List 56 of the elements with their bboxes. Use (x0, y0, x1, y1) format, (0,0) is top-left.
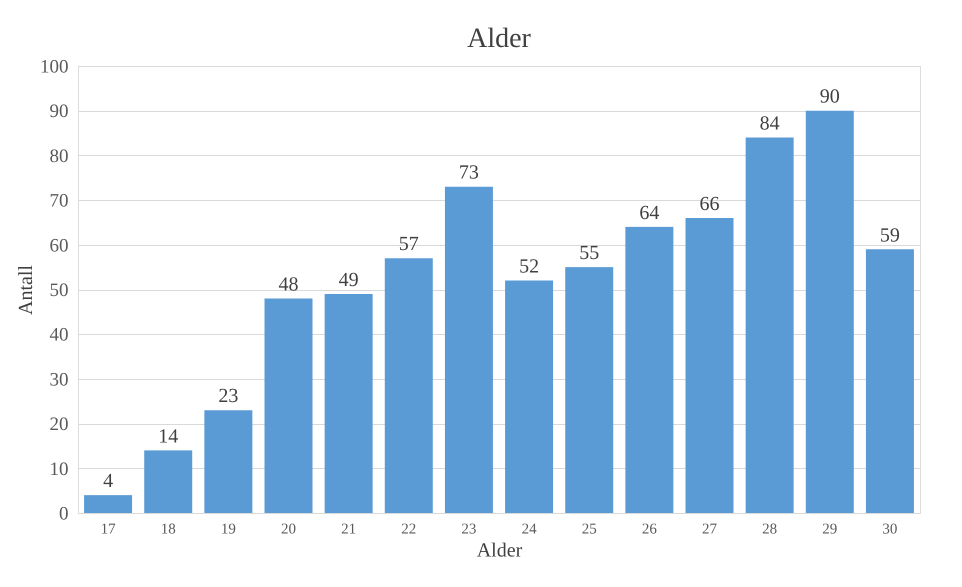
y-tick-label: 60 (50, 235, 68, 256)
x-tick-label: 27 (702, 522, 718, 538)
bar (444, 186, 493, 513)
y-tick-label: 20 (50, 414, 68, 436)
data-label: 73 (458, 162, 479, 184)
x-tick-label: 25 (582, 522, 597, 538)
x-tick-label: 22 (401, 522, 416, 538)
data-label: 48 (278, 273, 298, 296)
data-label: 55 (579, 242, 600, 264)
data-label: 64 (639, 202, 660, 224)
bar (505, 280, 554, 513)
bar (806, 110, 854, 513)
bar (686, 218, 734, 513)
y-tick-label: 0 (59, 504, 68, 524)
y-tick-label: 100 (40, 56, 68, 78)
data-label: 14 (158, 425, 178, 448)
y-tick-label: 10 (50, 458, 68, 480)
y-tick-label: 50 (50, 280, 68, 301)
data-label: 59 (880, 224, 900, 246)
data-label: 23 (218, 385, 238, 408)
bar (866, 249, 914, 513)
data-label: 57 (398, 233, 419, 256)
x-tick-label: 24 (522, 522, 538, 538)
data-label: 4 (103, 470, 114, 492)
bar (324, 294, 373, 513)
x-tick-label: 23 (461, 522, 476, 538)
data-label: 84 (760, 112, 780, 135)
chart-title: Alder (467, 23, 532, 54)
bar (625, 226, 674, 513)
bar (746, 138, 794, 513)
data-label: 52 (519, 256, 540, 278)
x-tick-label: 26 (642, 522, 658, 538)
y-tick-label: 30 (50, 369, 68, 390)
bar (384, 258, 433, 513)
y-axis-title: Antall (15, 264, 37, 315)
bar (264, 298, 312, 513)
x-tick-label: 20 (281, 522, 296, 538)
y-tick-label: 90 (50, 101, 68, 122)
bar (84, 495, 132, 513)
bar (565, 267, 614, 513)
data-label: 49 (338, 268, 359, 291)
x-axis-title: Alder (476, 540, 523, 562)
x-tick-label: 17 (100, 522, 116, 538)
data-label: 90 (820, 86, 840, 108)
y-tick-label: 40 (50, 324, 68, 346)
bar (204, 410, 252, 513)
x-tick-label: 18 (160, 522, 176, 538)
y-tick-label: 70 (50, 190, 68, 212)
x-tick-label: 21 (341, 522, 356, 538)
x-tick-label: 30 (882, 522, 898, 538)
x-tick-label: 29 (822, 522, 838, 538)
y-tick-label: 80 (50, 146, 68, 167)
bar (144, 450, 192, 513)
x-tick-label: 19 (220, 522, 236, 538)
x-tick-label: 28 (762, 522, 778, 538)
data-label: 66 (700, 192, 720, 215)
